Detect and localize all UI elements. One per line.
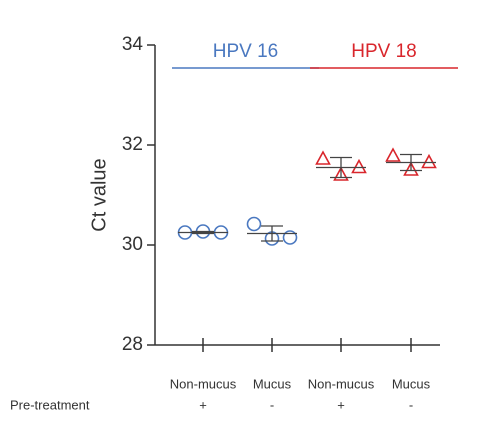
group-label: HPV 16 xyxy=(213,41,278,62)
point xyxy=(333,166,349,181)
row-value: - xyxy=(270,397,274,412)
x-tick-label: Mucus xyxy=(392,376,431,391)
point xyxy=(282,230,298,245)
y-tick-label: 34 xyxy=(122,34,144,55)
point xyxy=(246,216,262,232)
point xyxy=(403,161,419,176)
point xyxy=(315,150,331,165)
row-value: + xyxy=(337,397,345,412)
y-tick-label: 30 xyxy=(122,234,143,255)
y-tick-label: 28 xyxy=(122,334,143,355)
y-tick-label: 32 xyxy=(122,134,143,155)
y-axis-title: Ct value xyxy=(88,158,110,231)
group-label: HPV 18 xyxy=(351,41,416,62)
point xyxy=(351,158,367,174)
row-value: - xyxy=(409,397,413,412)
x-tick-label: Mucus xyxy=(253,376,292,391)
x-tick-label: Non-mucus xyxy=(170,376,237,391)
x-tick-label: Non-mucus xyxy=(308,376,375,391)
point xyxy=(421,153,437,169)
point xyxy=(385,147,401,162)
row-value: + xyxy=(199,397,207,412)
row-label: Pre-treatment xyxy=(10,397,90,412)
